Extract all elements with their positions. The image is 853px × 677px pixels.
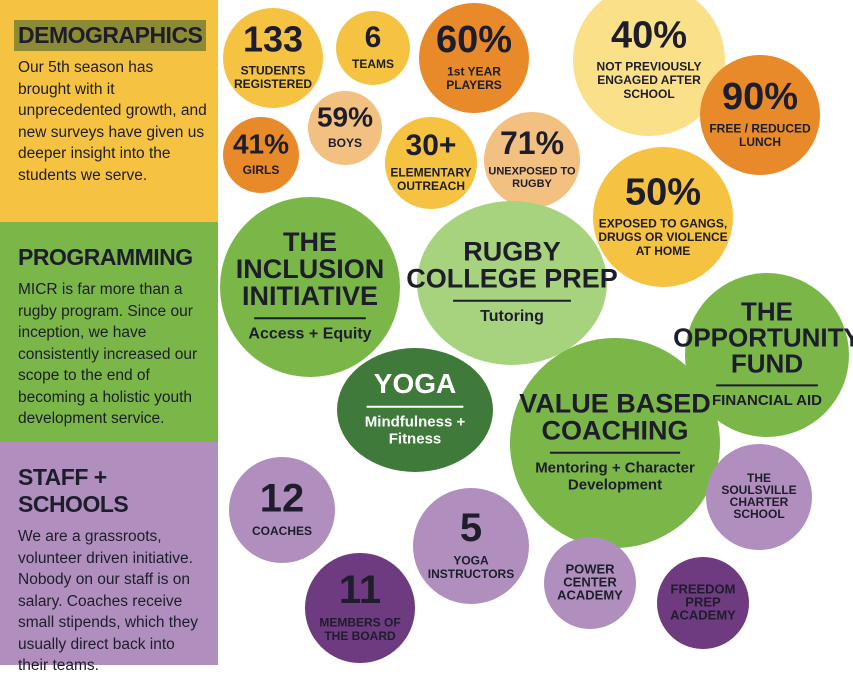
bubble-label: Fitness [389, 431, 442, 448]
bubble-label: GIRLS [243, 163, 280, 177]
bubble-title: THE [283, 227, 337, 257]
bubble-title: 133 [243, 19, 303, 60]
bubble-label: FINANCIAL AID [712, 392, 822, 409]
bubble [337, 348, 493, 472]
bubble-label: EXPOSED TO GANGS, [599, 216, 727, 230]
bubble-title: COLLEGE PREP [406, 263, 618, 293]
bubble-title: 40% [611, 14, 687, 56]
bubble-label: Access + Equity [248, 326, 371, 343]
bubble-title: POWER [565, 561, 615, 576]
bubble [308, 91, 382, 165]
bubble-title: 41% [233, 128, 289, 159]
bubble-label: MEMBERS OF [319, 615, 400, 629]
bubble-label: THE BOARD [324, 629, 396, 643]
bubble-label: PLAYERS [446, 78, 502, 92]
bubble [700, 55, 820, 175]
bubble [223, 117, 299, 193]
bubble-label: ENGAGED AFTER [597, 73, 701, 87]
section-heading: PROGRAMMING [18, 244, 193, 270]
bubble-label: SCHOOL [623, 87, 674, 101]
bubble-label: FREE / REDUCED [709, 121, 811, 135]
section-body: We are a grassroots, volunteer driven in… [18, 528, 199, 674]
bubble-title: 60% [436, 19, 512, 61]
bubble [229, 457, 335, 563]
bubble [385, 117, 477, 209]
bubble-label: OUTREACH [397, 179, 465, 193]
bubble-title: 12 [260, 477, 305, 521]
bubble-title: RUGBY [463, 236, 561, 266]
section: PROGRAMMING MICR is far more than a rugb… [0, 222, 218, 442]
bubble-label: Tutoring [480, 308, 544, 325]
bubble [685, 273, 849, 437]
bubble-label: STUDENTS [241, 63, 306, 77]
bubble-title: 90% [722, 76, 798, 118]
bubble [657, 557, 749, 649]
bubble-title: SOULSVILLE [721, 483, 796, 497]
bubble-label: REGISTERED [234, 77, 312, 91]
section-heading: DEMOGRAPHICS [14, 20, 207, 51]
bubble-title: ACADEMY [670, 607, 736, 622]
section: DEMOGRAPHICS Our 5th season has brought … [0, 0, 218, 222]
bubble-title: COACHING [542, 415, 689, 445]
bubble-title: 59% [317, 101, 373, 132]
bubble-title: INITIATIVE [242, 281, 378, 311]
bubble-title: 11 [339, 568, 381, 612]
bubble-label: Development [568, 477, 662, 494]
section-heading: STAFF + SCHOOLS [18, 464, 129, 517]
bubble [223, 8, 323, 108]
bubble-label: AT HOME [636, 244, 690, 258]
bubble-title: CHARTER [730, 495, 789, 509]
bubble-title: CENTER [563, 574, 617, 589]
bubble-title: 5 [460, 506, 482, 550]
bubble [336, 11, 410, 85]
bubble-label: COACHES [252, 524, 312, 538]
bubble-label: LUNCH [739, 135, 781, 149]
section: STAFF + SCHOOLS We are a grassroots, vol… [0, 442, 218, 674]
bubble-title: 30+ [406, 129, 457, 162]
bubble [706, 444, 812, 550]
bubble [417, 201, 607, 365]
bubble [413, 488, 529, 604]
bubble-title: 6 [365, 21, 382, 54]
section-body: MICR is far more than a rugby program. S… [18, 281, 198, 427]
bubble-title: OPPORTUNITY [673, 322, 853, 352]
bubble [544, 537, 636, 629]
bubble-title: SCHOOL [733, 507, 784, 521]
bubble-label: RUGBY [512, 178, 552, 190]
bubble-title: 50% [625, 171, 701, 213]
bubble-label: UNEXPOSED TO [488, 166, 576, 178]
bubble-title: INCLUSION [236, 254, 385, 284]
bubble [573, 0, 725, 136]
bubble-title: 71% [500, 125, 564, 161]
bubble-title: THE [747, 471, 771, 485]
bubble-label: INSTRUCTORS [428, 567, 514, 581]
bubble [305, 553, 415, 663]
bubble-label: DRUGS OR VIOLENCE [598, 230, 727, 244]
bubble [220, 197, 400, 377]
bubble-title: THE [741, 296, 793, 326]
bubble [484, 112, 580, 208]
bubble [419, 3, 529, 113]
bubble-title: FREEDOM [671, 581, 736, 596]
bubble-label: Mindfulness + [365, 413, 466, 430]
bubble-title: YOGA [374, 368, 456, 399]
bubble-title: PREP [685, 594, 721, 609]
bubble-label: TEAMS [352, 57, 394, 71]
bubble [510, 338, 720, 548]
bubble-title: FUND [731, 348, 803, 378]
bubble-label: BOYS [328, 136, 362, 150]
bubble-label: 1st YEAR [447, 64, 501, 78]
section-body: Our 5th season has brought with it unpre… [18, 59, 207, 184]
bubble-title: ACADEMY [557, 587, 623, 602]
bubble-label: ELEMENTARY [390, 165, 471, 179]
bubble-label: Mentoring + Character [535, 459, 695, 476]
bubble-label: YOGA [453, 553, 489, 567]
bubble-label: NOT PREVIOUSLY [597, 59, 702, 73]
bubble-title: VALUE BASED [519, 388, 711, 418]
bubble [593, 147, 733, 287]
